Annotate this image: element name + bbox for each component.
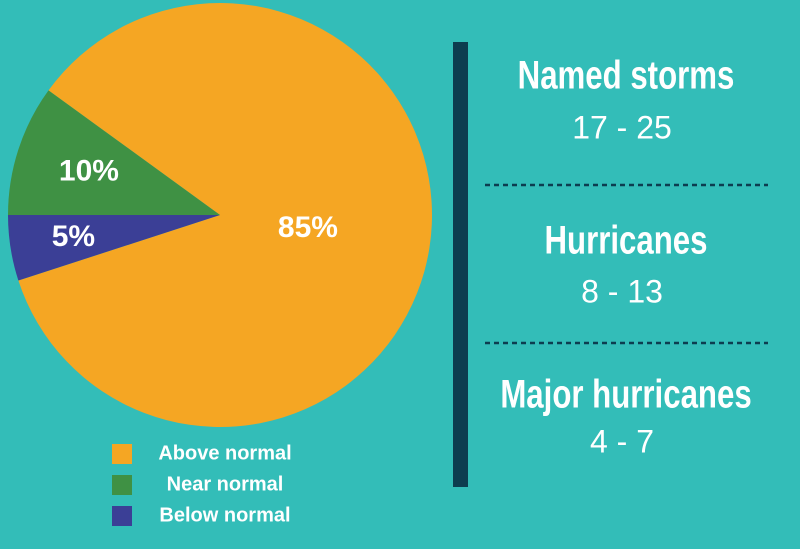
pie-slice [18, 3, 432, 428]
slice-label: 10% [59, 154, 119, 187]
stats: Named storms 17 - 25 Hurricanes 8 - 13 Major… [500, 53, 751, 460]
legend: Above normal Near normal Below normal [112, 442, 292, 526]
stat-title: Hurricanes [545, 218, 708, 263]
slice-label: 85% [278, 211, 338, 244]
stat-range: 8 - 13 [581, 273, 663, 309]
legend-swatch [112, 475, 132, 495]
divider-bar [453, 42, 468, 487]
legend-label: Below normal [159, 504, 290, 526]
stat-range: 4 - 7 [590, 423, 654, 459]
legend-swatch [112, 444, 132, 464]
legend-label: Near normal [167, 473, 284, 495]
legend-label: Above normal [158, 442, 291, 464]
legend-swatch [112, 506, 132, 526]
slice-label: 5% [52, 220, 95, 253]
pie-chart: 85% 5% 10% [8, 3, 432, 428]
stat-title: Major hurricanes [500, 372, 751, 417]
stat-title: Named storms [518, 53, 735, 98]
pie-slice [8, 215, 220, 281]
stat-range: 17 - 25 [572, 109, 672, 145]
pie-slice [8, 90, 220, 215]
